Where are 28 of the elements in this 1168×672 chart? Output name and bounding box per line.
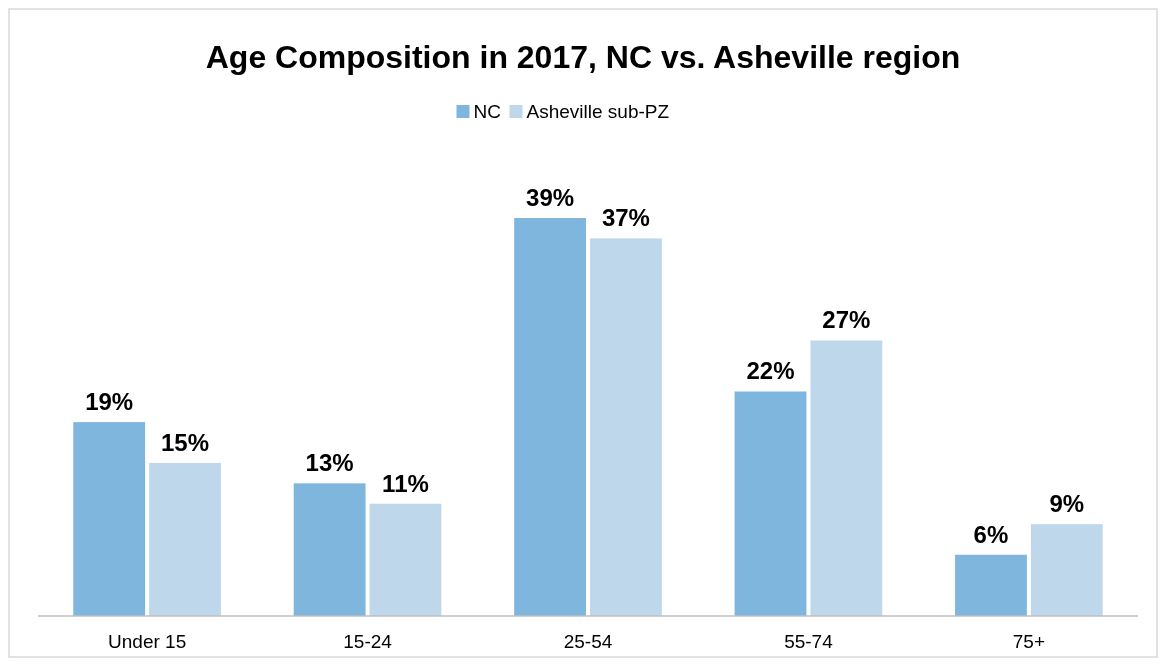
legend-label: Asheville sub-PZ [526, 101, 670, 122]
data-label: 15% [161, 428, 210, 456]
x-tick-label: 25-54 [563, 631, 613, 652]
data-label: 19% [85, 388, 134, 416]
bar [1030, 524, 1103, 616]
x-tick-label: Under 15 [108, 631, 187, 652]
bar [149, 462, 221, 616]
data-label: 39% [526, 184, 575, 211]
data-label: 37% [601, 204, 650, 232]
x-tick-label: 75+ [1012, 631, 1045, 652]
data-label: 11% [382, 469, 429, 497]
x-tick-label: 55-74 [784, 631, 834, 652]
bar [514, 218, 586, 616]
bar [734, 391, 807, 616]
data-label: 13% [305, 449, 354, 477]
x-tick-label: 15-24 [343, 631, 393, 652]
chart-title: Age Composition in 2017, NC vs. Asheville region [205, 39, 961, 75]
data-label: 22% [746, 357, 795, 385]
data-label: 9% [1049, 490, 1085, 518]
bar [73, 422, 146, 616]
bar [369, 503, 442, 616]
legend-label: NC [473, 101, 501, 122]
data-label: 6% [973, 520, 1009, 548]
bar [810, 340, 883, 616]
bar [590, 238, 662, 616]
data-label: 27% [822, 306, 871, 334]
bar [955, 554, 1027, 616]
bar [293, 483, 366, 616]
